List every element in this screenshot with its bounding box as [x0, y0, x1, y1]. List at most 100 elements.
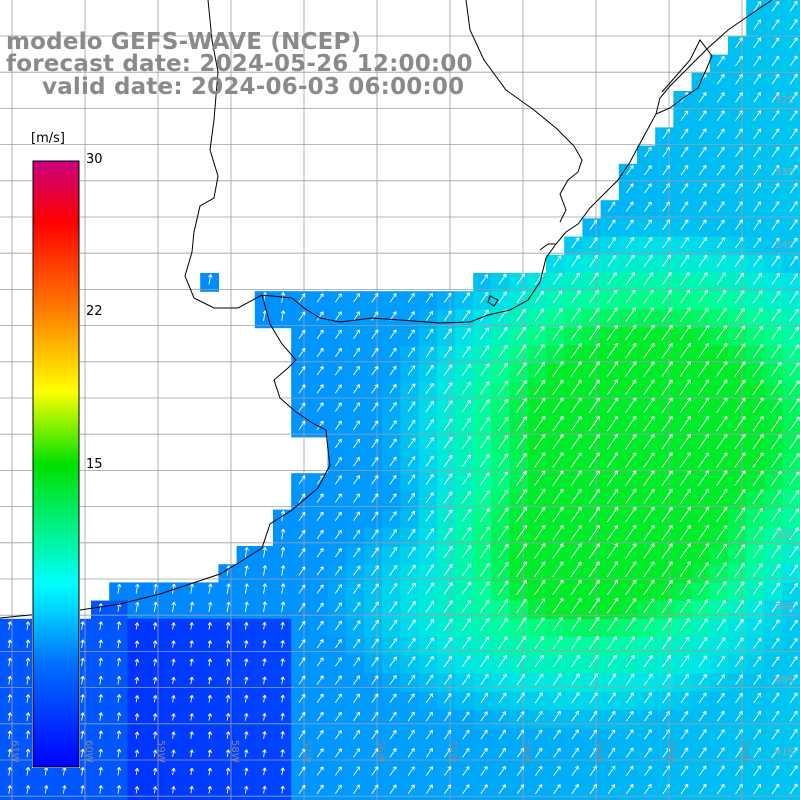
wind-arrow	[697, 397, 710, 414]
wind-arrow	[371, 293, 379, 303]
wind-arrow	[753, 164, 762, 176]
wind-arrow	[625, 579, 637, 596]
wind-arrow	[679, 433, 691, 450]
wind-arrow	[589, 272, 599, 286]
wind-arrow	[353, 547, 361, 558]
wind-arrow	[389, 529, 397, 540]
wind-arrow	[753, 219, 762, 231]
wind-arrow	[462, 747, 470, 758]
wind-arrow	[371, 656, 379, 667]
wind-arrow	[789, 637, 798, 649]
wind-arrow	[771, 656, 780, 667]
wind-arrow	[535, 729, 543, 740]
wind-arrow	[244, 767, 249, 776]
wind-arrow	[662, 636, 672, 650]
wind-arrow	[752, 544, 763, 559]
wind-arrow	[371, 729, 379, 740]
wind-arrow	[570, 325, 582, 341]
wind-arrow	[588, 361, 600, 377]
wind-cell	[618, 163, 638, 183]
wind-arrow	[661, 617, 672, 632]
wind-arrow	[316, 657, 324, 667]
wind-arrow	[643, 470, 655, 486]
wind-arrow	[98, 748, 103, 758]
wind-arrow	[171, 695, 176, 703]
wind-arrow	[444, 692, 452, 704]
wind-arrow	[152, 786, 158, 794]
wind-arrow	[498, 765, 506, 776]
wind-arrow	[679, 324, 691, 341]
wind-arrow	[462, 766, 470, 776]
wind-arrow	[461, 454, 472, 468]
wind-arrow	[443, 364, 453, 376]
wind-arrow	[389, 347, 397, 358]
wind-arrow	[607, 201, 616, 212]
wind-arrow	[534, 415, 546, 432]
wind-arrow	[606, 597, 619, 614]
wind-arrow	[589, 654, 599, 668]
wind-arrow	[552, 361, 564, 377]
wind-arrow	[316, 566, 324, 576]
wind-arrow	[407, 492, 416, 503]
wind-arrow	[771, 710, 780, 722]
wind-arrow	[479, 399, 490, 413]
wind-arrow	[643, 452, 655, 468]
wind-arrow	[353, 601, 361, 613]
wind-arrow	[752, 507, 764, 523]
wind-arrow	[534, 470, 546, 486]
wind-arrow	[643, 636, 654, 650]
wind-arrow	[771, 55, 780, 67]
wind-arrow	[280, 565, 286, 576]
wind-arrow	[280, 310, 286, 321]
wind-arrow	[771, 0, 780, 12]
wind-arrow	[189, 713, 194, 721]
wind-arrow	[753, 783, 762, 795]
wind-arrow	[735, 692, 743, 704]
wind-arrow	[316, 293, 324, 303]
wind-arrow	[389, 656, 397, 667]
wind-cell	[400, 509, 420, 529]
wind-arrow	[298, 693, 306, 703]
wind-arrow	[789, 19, 798, 30]
wind-arrow	[334, 529, 342, 540]
wind-cell	[618, 182, 638, 201]
wind-cell	[400, 473, 420, 492]
wind-arrow	[771, 255, 780, 267]
wind-arrow	[389, 601, 398, 613]
wind-arrow	[498, 711, 507, 722]
wind-arrow	[280, 767, 285, 776]
wind-arrow	[516, 273, 525, 285]
lon-label: 53W	[593, 740, 604, 763]
wind-arrow	[226, 583, 231, 594]
wind-arrow	[389, 401, 397, 412]
wind-arrow	[789, 182, 798, 194]
wind-arrow	[353, 329, 361, 339]
wind-arrow	[789, 110, 798, 121]
wind-arrow	[644, 183, 652, 194]
wind-arrow	[589, 710, 598, 722]
wind-arrow	[389, 674, 397, 685]
wind-arrow	[588, 506, 600, 523]
wind-arrow	[588, 561, 600, 577]
wind-arrow	[625, 783, 634, 795]
wind-arrow	[225, 785, 231, 794]
wind-arrow	[680, 128, 689, 140]
wind-arrow	[534, 710, 543, 722]
wind-arrow	[789, 765, 798, 777]
wind-arrow	[497, 525, 509, 541]
wind-arrow	[734, 325, 746, 341]
wind-arrow	[534, 617, 545, 632]
wind-arrow	[789, 398, 800, 413]
wind-arrow	[152, 695, 158, 703]
wind-arrow	[479, 581, 490, 595]
wind-arrow	[625, 488, 637, 505]
wind-arrow	[553, 729, 561, 740]
wind-arrow	[425, 328, 434, 340]
wind-arrow	[625, 452, 637, 468]
wind-arrow	[716, 729, 725, 740]
wind-arrow	[679, 307, 691, 322]
wind-arrow	[353, 638, 361, 649]
wind-arrow	[443, 382, 453, 395]
wind-arrow	[606, 342, 619, 359]
wind-arrow	[680, 201, 689, 212]
